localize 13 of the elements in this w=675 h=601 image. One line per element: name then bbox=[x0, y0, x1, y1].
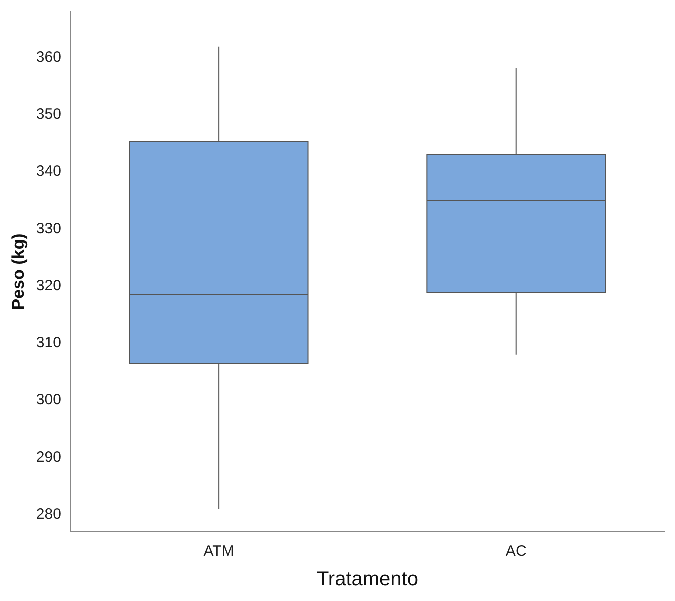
y-tick-label: 310 bbox=[36, 334, 62, 352]
y-tick-label: 290 bbox=[36, 448, 62, 466]
x-tick-label: AC bbox=[506, 543, 527, 560]
x-axis-title: Tratamento bbox=[316, 568, 418, 591]
y-tick-label: 330 bbox=[36, 220, 62, 238]
y-tick-label: 280 bbox=[36, 506, 62, 523]
y-tick-label: 350 bbox=[36, 106, 62, 123]
y-axis-title: Peso (kg) bbox=[8, 234, 28, 310]
y-tick-label: 320 bbox=[36, 277, 62, 294]
y-tick-label: 360 bbox=[36, 48, 62, 66]
y-tick-label: 340 bbox=[36, 163, 62, 180]
x-tick-label: ATM bbox=[204, 543, 234, 560]
y-tick-label: 300 bbox=[36, 392, 62, 409]
